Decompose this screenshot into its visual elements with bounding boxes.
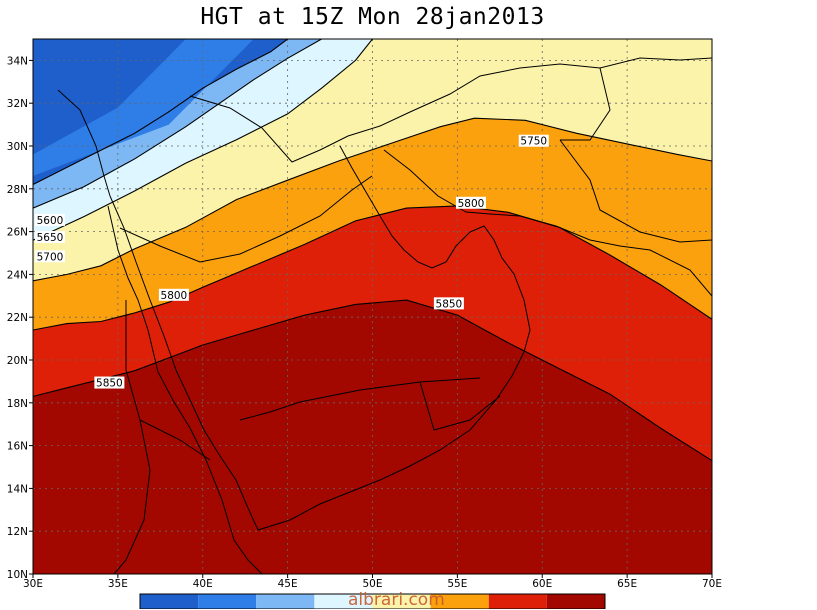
country-borders — [57, 57, 712, 574]
contour-label-box — [34, 213, 65, 226]
x-tick-label: 45E — [278, 578, 298, 590]
contour-label-box — [34, 231, 65, 244]
contour-label-box — [455, 196, 486, 209]
border-north — [189, 57, 712, 163]
border-saudi-yemen — [239, 377, 481, 421]
x-tick-label: 70E — [702, 578, 722, 590]
x-tick-label: 60E — [532, 578, 552, 590]
contour-label-box — [158, 288, 189, 301]
colorbar-swatch — [314, 594, 373, 609]
y-tick-label: 22N — [7, 312, 28, 324]
contour-label: 5850 — [96, 378, 123, 390]
contour-label-box — [433, 297, 464, 310]
contour-label-box — [94, 376, 125, 389]
x-tick-label: 55E — [447, 578, 467, 590]
contour-line-5700 — [33, 39, 373, 241]
chart-title: HGT at 15Z Mon 28jan2013 — [200, 4, 545, 30]
contour-label: 5600 — [37, 215, 64, 227]
y-tick-label: 30N — [7, 141, 28, 153]
contour-label: 5750 — [520, 136, 547, 148]
grid-lines — [33, 39, 712, 574]
contour-labels: 5600 5650 5700 5750 5800 5800 5850 5850 — [34, 134, 549, 390]
band-fill — [33, 39, 254, 176]
border-horn — [139, 419, 211, 461]
contour-label: 5800 — [458, 198, 485, 210]
band-fill — [33, 39, 186, 155]
x-tick-label: 50E — [363, 578, 383, 590]
coastline-arabia-south — [257, 351, 525, 531]
x-tick-label: 40E — [193, 578, 213, 590]
contour-label-box — [34, 250, 65, 263]
contour-label: 5800 — [161, 290, 188, 302]
border-east — [559, 139, 712, 243]
border-africa — [113, 300, 151, 574]
y-tick-label: 14N — [7, 483, 28, 495]
colorbar-swatch — [372, 594, 431, 609]
band-fill — [33, 300, 712, 574]
contour-line-5600 — [33, 39, 288, 185]
colorbar-swatch — [140, 594, 199, 609]
contour-lines — [33, 39, 712, 462]
x-tick-label: 30E — [23, 578, 43, 590]
colorbar-swatch — [430, 594, 489, 609]
y-tick-label: 32N — [7, 98, 28, 110]
border-levant — [57, 89, 111, 197]
contour-label: 5850 — [436, 298, 463, 310]
height-bands — [33, 39, 712, 574]
contour-line-5850 — [33, 299, 712, 462]
y-tick-label: 10N — [7, 569, 28, 581]
border-east-2 — [560, 67, 611, 141]
contour-line-5650 — [33, 39, 322, 209]
colorbar-swatch — [198, 594, 257, 609]
contour-line-5800 — [33, 205, 712, 331]
y-tick-label: 28N — [7, 184, 28, 196]
y-tick-label: 34N — [7, 55, 28, 67]
colorbar-swatch — [256, 594, 315, 609]
contour-line-5750 — [33, 117, 712, 282]
contour-label-box — [518, 134, 549, 147]
y-tick-label: 20N — [7, 355, 28, 367]
colorbar-frame — [139, 593, 606, 609]
contour-label: 5700 — [37, 251, 64, 263]
coastline-red-sea-west — [107, 205, 263, 574]
axis-ticks: 30E 35E 40E 45E 50E 55E 60E 65E 70E 10N 12N 14N 16N 1… — [7, 55, 722, 590]
watermark: albrari.com — [348, 590, 445, 610]
colorbar-swatch — [546, 594, 605, 609]
y-tick-label: 24N — [7, 269, 28, 281]
x-tick-label: 65E — [617, 578, 637, 590]
contour-label: 5650 — [37, 232, 64, 244]
x-tick-label: 35E — [108, 578, 128, 590]
y-tick-label: 16N — [7, 441, 28, 453]
coastline-gulf — [339, 145, 531, 353]
y-tick-label: 18N — [7, 398, 28, 410]
y-tick-label: 12N — [7, 526, 28, 538]
y-tick-label: 26N — [7, 227, 28, 239]
border-oman — [419, 381, 501, 431]
colorbar-swatch — [488, 594, 547, 609]
border-saudi-north — [119, 175, 373, 263]
colorbar — [139, 593, 606, 609]
coastline-arabia-west — [109, 195, 259, 531]
